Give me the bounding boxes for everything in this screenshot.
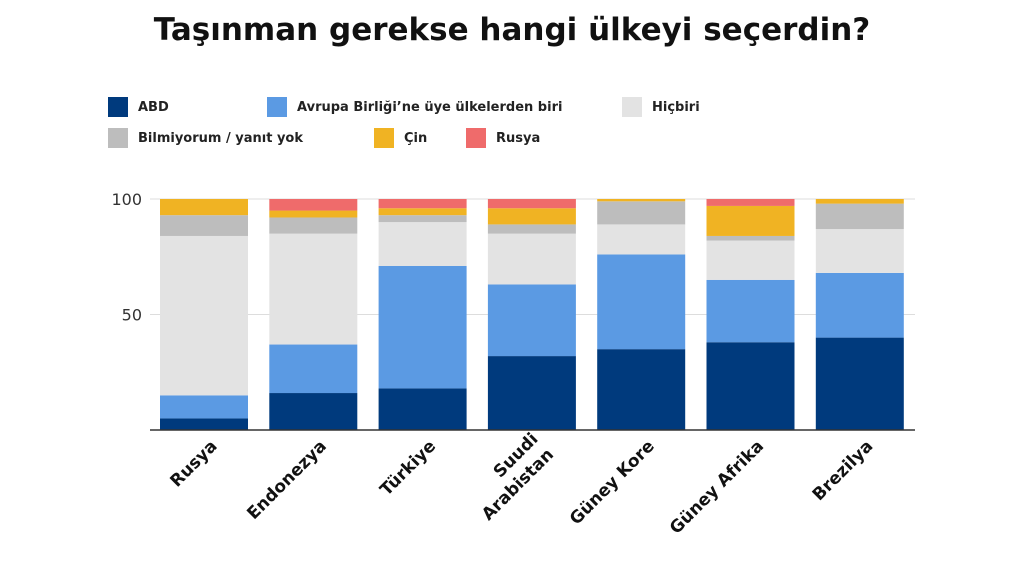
bar-5-series-3 [706, 235, 795, 241]
bar-4-series-1 [597, 254, 686, 350]
bar-0-series-2 [160, 235, 248, 396]
bar-2-series-3 [378, 215, 467, 223]
bar-5-series-5 [706, 199, 795, 206]
bar-6-series-4 [815, 199, 904, 204]
bar-4-series-0 [597, 349, 686, 430]
bar-0-series-4 [160, 199, 248, 216]
legend-label-hicbiri: Hiçbiri [652, 99, 700, 115]
category-label-6: Brezilya [809, 436, 878, 505]
legend-label-rusya: Rusya [496, 130, 541, 146]
legend-item-cin: Çin [374, 127, 427, 149]
bar-6-series-1 [815, 272, 904, 338]
bar-5-series-2 [706, 240, 795, 280]
bar-1-series-0 [269, 393, 358, 430]
legend-item-abd: ABD [108, 96, 169, 118]
y-tick-label-50: 50 [122, 306, 142, 325]
legend-label-abd: ABD [138, 99, 169, 115]
legend-item-bilmiyorum: Bilmiyorum / yanıt yok [108, 127, 303, 149]
bar-0-series-1 [160, 395, 248, 419]
bar-4-series-2 [597, 224, 686, 255]
bar-3-series-4 [487, 208, 576, 225]
category-label-3: SuudiArabistan [463, 429, 558, 524]
bar-1-series-3 [269, 217, 358, 234]
bar-2-series-1 [378, 265, 467, 389]
bar-1-series-5 [269, 199, 358, 211]
category-label-1: Endonezya [243, 436, 330, 523]
y-tick-label-100: 100 [111, 190, 142, 209]
bar-3-series-2 [487, 233, 576, 285]
bar-0-series-3 [160, 215, 248, 236]
legend-swatch-cin [374, 128, 394, 148]
legend-label-ab: Avrupa Birliği’ne üye ülkelerden biri [297, 99, 563, 115]
bars [160, 199, 904, 430]
bar-4-series-4 [597, 199, 686, 202]
bar-4-series-3 [597, 201, 686, 225]
bar-2-series-5 [378, 199, 467, 209]
legend-swatch-rusya [466, 128, 486, 148]
bar-6-series-2 [815, 229, 904, 273]
legend-item-ab: Avrupa Birliği’ne üye ülkelerden biri [267, 96, 562, 118]
bar-2-series-2 [378, 222, 467, 266]
bar-3-series-5 [487, 199, 576, 209]
bar-0-series-0 [160, 418, 248, 430]
bar-3-series-1 [487, 284, 576, 357]
bar-2-series-0 [378, 388, 467, 430]
bar-5-series-0 [706, 342, 795, 430]
x-axis-labels: Rusya Endonezya Türkiye SuudiArabistan Güney… [166, 429, 877, 538]
legend-swatch-ab [267, 97, 287, 117]
bar-3-series-3 [487, 224, 576, 234]
category-label-2: Türkiye [376, 436, 440, 500]
legend-label-bilmiyorum: Bilmiyorum / yanıt yok [138, 130, 303, 146]
bar-1-series-4 [269, 210, 358, 218]
legend-swatch-abd [108, 97, 128, 117]
bar-1-series-1 [269, 344, 358, 394]
category-label-4: Güney Kore [566, 436, 659, 529]
chart-title: Taşınman gerekse hangi ülkeyi seçerdin? [153, 12, 871, 48]
category-label-0: Rusya [166, 436, 221, 491]
bar-6-series-3 [815, 203, 904, 230]
legend-item-rusya: Rusya [466, 127, 540, 149]
legend-swatch-hicbiri [622, 97, 642, 117]
legend-item-hicbiri: Hiçbiri [622, 96, 700, 118]
legend-swatch-bilmiyorum [108, 128, 128, 148]
legend: ABD Avrupa Birliği’ne üye ülkelerden bir… [0, 0, 1024, 160]
bar-5-series-1 [706, 279, 795, 343]
bar-2-series-4 [378, 208, 467, 216]
bar-1-series-2 [269, 233, 358, 345]
legend-label-cin: Çin [404, 130, 428, 146]
y-axis-ticks: 100 50 [111, 190, 142, 325]
category-label-5: Güney Afrika [666, 436, 768, 538]
bar-6-series-0 [815, 337, 904, 430]
bar-5-series-4 [706, 205, 795, 236]
bar-3-series-0 [487, 356, 576, 430]
